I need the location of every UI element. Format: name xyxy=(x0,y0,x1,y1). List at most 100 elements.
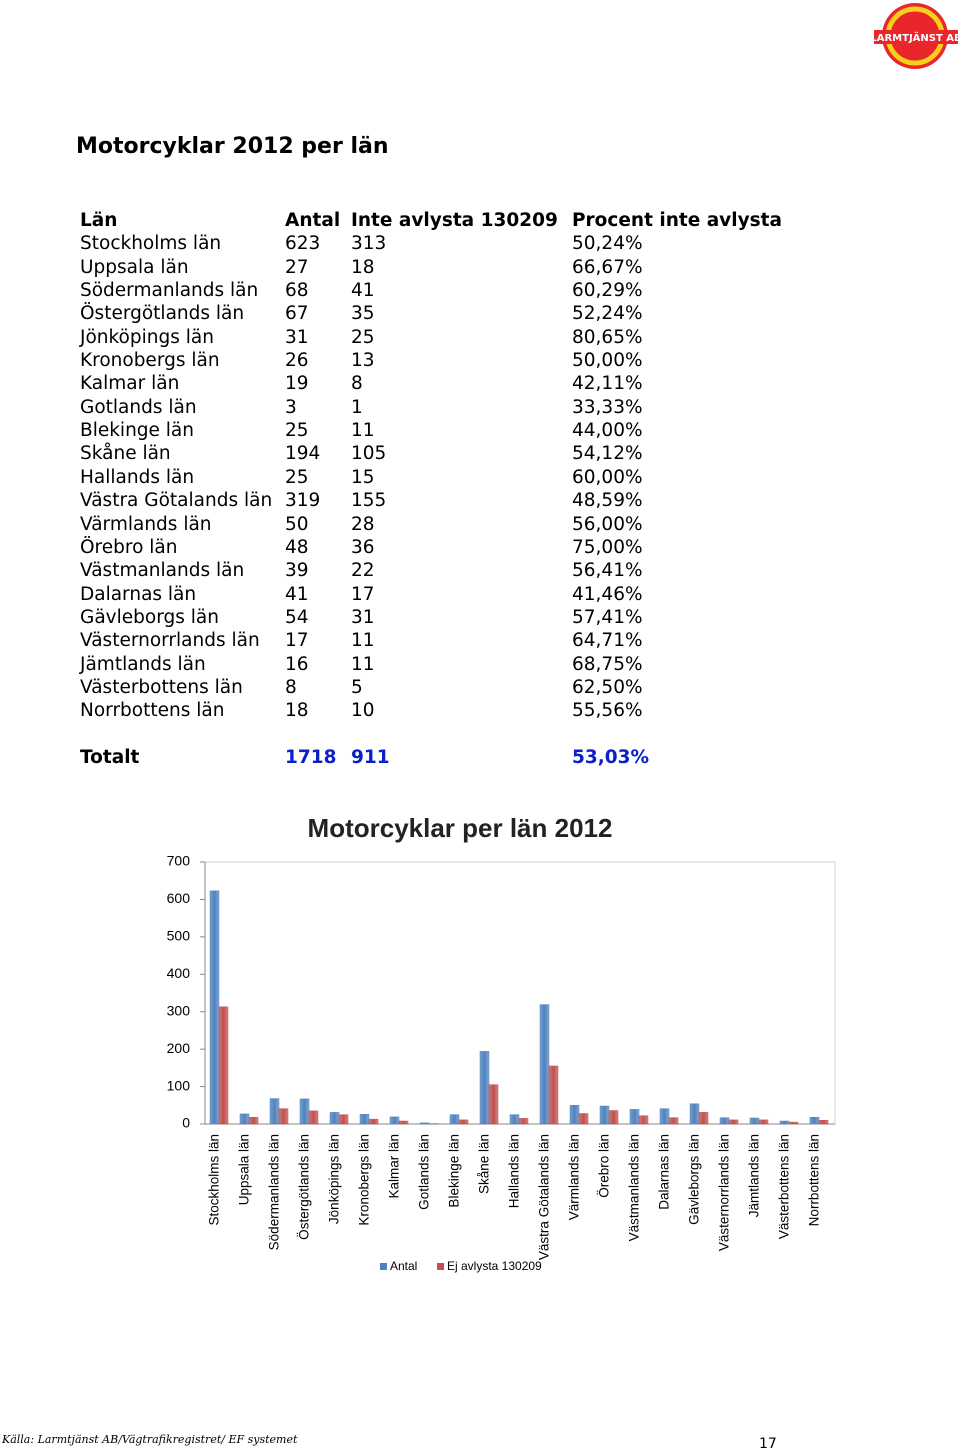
table-cell: 15 xyxy=(351,466,375,488)
bar xyxy=(308,1110,319,1125)
legend-label: Antal xyxy=(390,1259,417,1273)
bar xyxy=(809,1117,820,1125)
table-cell: 25 xyxy=(351,326,375,348)
x-tick-label: Värmlands län xyxy=(567,1134,582,1220)
table-cell: Hallands län xyxy=(80,466,195,488)
table-cell: 48,59% xyxy=(572,490,643,512)
table-cell: Västernorrlands län xyxy=(80,630,260,652)
bar xyxy=(218,1006,229,1125)
bar xyxy=(338,1114,349,1125)
page-title: Motorcyklar 2012 per län xyxy=(76,134,389,159)
bar xyxy=(329,1112,340,1125)
table-cell: Dalarnas län xyxy=(80,583,197,605)
bar xyxy=(488,1084,499,1125)
table-total: 53,03% xyxy=(572,747,650,768)
table-cell: 11 xyxy=(351,653,375,675)
bar xyxy=(458,1119,469,1125)
table-cell: 41,46% xyxy=(572,583,643,605)
bar xyxy=(518,1118,529,1125)
table-cell: 54,12% xyxy=(572,443,643,465)
x-tick-label: Östergötlands län xyxy=(297,1134,312,1240)
bar xyxy=(479,1051,490,1125)
table-cell: Norrbottens län xyxy=(80,700,225,722)
y-tick-label: 500 xyxy=(167,928,191,944)
bar xyxy=(569,1105,580,1125)
legend-swatch xyxy=(380,1263,387,1270)
table-cell: 11 xyxy=(351,630,375,652)
bar xyxy=(578,1113,589,1125)
table-cell: 68 xyxy=(285,280,309,301)
x-tick-label: Västernorrlands län xyxy=(717,1134,732,1251)
table-cell: Uppsala län xyxy=(80,256,189,278)
table-cell: 62,50% xyxy=(572,676,643,698)
table-cell: 36 xyxy=(351,536,375,558)
table-cell: 3 xyxy=(285,396,297,418)
table-cell: 313 xyxy=(351,233,387,255)
x-tick-label: Uppsala län xyxy=(237,1134,252,1205)
bar xyxy=(698,1112,709,1125)
table-cell: Jönköpings län xyxy=(80,326,214,348)
bar xyxy=(368,1118,379,1125)
table-cell: 44,00% xyxy=(572,420,643,442)
table-cell: Blekinge län xyxy=(80,420,194,442)
x-tick-label: Jönköpings län xyxy=(327,1134,342,1224)
table-cell: 54 xyxy=(285,606,309,628)
plot-frame xyxy=(204,861,836,1125)
bar xyxy=(788,1121,799,1125)
bar xyxy=(689,1103,700,1125)
bar xyxy=(539,1004,550,1125)
table-cell: 155 xyxy=(351,490,387,512)
table-cell: 18 xyxy=(285,700,309,722)
table-cell: 75,00% xyxy=(572,536,643,558)
table-cell: 64,71% xyxy=(572,630,643,652)
table-cell: 31 xyxy=(285,326,309,348)
table-cell: 41 xyxy=(285,583,309,605)
bar xyxy=(668,1117,679,1125)
table-cell: 194 xyxy=(285,443,321,465)
x-tick-label: Gotlands län xyxy=(417,1134,432,1210)
bar xyxy=(449,1114,460,1125)
table-total: 911 xyxy=(351,747,390,768)
x-tick-label: Stockholms län xyxy=(207,1134,222,1226)
bar xyxy=(629,1109,640,1125)
y-tick-label: 100 xyxy=(167,1077,191,1093)
x-tick-label: Västra Götalands län xyxy=(537,1134,552,1260)
table-cell: 25 xyxy=(285,420,309,442)
table-cell: 18 xyxy=(351,256,375,278)
x-tick-label: Skåne län xyxy=(477,1134,492,1194)
table-cell: Södermanlands län xyxy=(80,280,259,301)
bar xyxy=(599,1105,610,1125)
table-cell: 1 xyxy=(351,396,363,418)
table-cell: 52,24% xyxy=(572,303,643,325)
x-tick-label: Gävleborgs län xyxy=(687,1134,702,1225)
table-cell: 17 xyxy=(285,630,309,652)
table-cell: Västmanlands län xyxy=(80,560,245,582)
table-cell: Västra Götalands län xyxy=(80,490,273,512)
table-cell: Västerbottens län xyxy=(80,676,243,698)
x-tick-label: Blekinge län xyxy=(447,1134,462,1208)
table-cell: 60,00% xyxy=(572,466,643,488)
table-cell: Kronobergs län xyxy=(80,350,220,372)
y-tick-label: 300 xyxy=(167,1002,191,1018)
table-header: Procent inte avlysta xyxy=(572,210,782,231)
bar xyxy=(608,1110,619,1125)
x-tick-label: Kronobergs län xyxy=(357,1134,372,1226)
table-header: Inte avlysta 130209 xyxy=(351,210,558,231)
y-tick-label: 700 xyxy=(167,853,191,869)
table-cell: 42,11% xyxy=(572,373,643,395)
table-cell: 11 xyxy=(351,420,375,442)
table-header: Antal xyxy=(285,210,341,231)
bar xyxy=(419,1122,430,1125)
chart-title: Motorcyklar per län 2012 xyxy=(308,813,613,843)
table-cell: Skåne län xyxy=(80,443,171,465)
x-tick-label: Hallands län xyxy=(507,1134,522,1208)
logo-band xyxy=(874,30,958,44)
table-cell: 17 xyxy=(351,583,375,605)
table-cell: 16 xyxy=(285,653,309,675)
bar xyxy=(509,1114,520,1125)
table-cell: 60,29% xyxy=(572,280,643,301)
chart: Motorcyklar per län 2012 0 100 200 300 400 50… xyxy=(167,813,836,1273)
table-cell: 80,65% xyxy=(572,326,643,348)
y-tick-label: 0 xyxy=(182,1115,190,1131)
table-cell: 13 xyxy=(351,350,375,372)
